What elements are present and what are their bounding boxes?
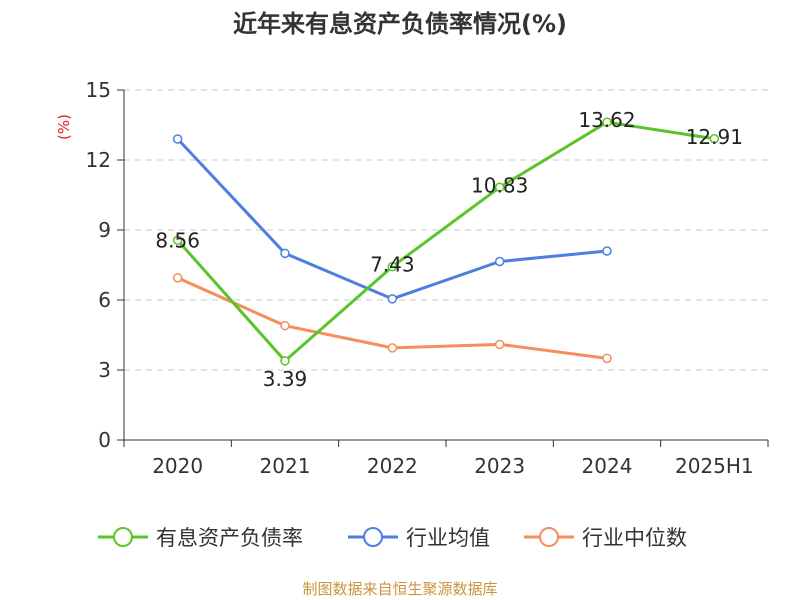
y-tick-label: 0 <box>98 428 111 452</box>
data-point <box>709 134 720 144</box>
data-point <box>602 246 612 256</box>
data-point <box>387 294 398 304</box>
series-line <box>176 120 715 363</box>
legend-marker <box>113 527 133 547</box>
data-label: 7.43 <box>370 253 415 277</box>
data-point <box>602 353 612 364</box>
data-point <box>280 320 290 331</box>
data-point <box>494 256 505 267</box>
y-tick-label: 9 <box>98 218 111 242</box>
y-axis-unit: (%) <box>55 114 73 140</box>
y-tick-label: 15 <box>86 78 111 102</box>
x-tick-label: 2020 <box>152 454 203 478</box>
y-tick-label: 6 <box>98 288 111 312</box>
legend-marker <box>539 527 559 547</box>
legend-label: 行业均值 <box>406 526 490 550</box>
source-note: 制图数据来自恒生聚源数据库 <box>302 580 498 598</box>
data-point <box>172 235 183 246</box>
legend-label: 有息资产负债率 <box>156 526 303 550</box>
x-tick-label: 2024 <box>582 454 633 478</box>
legend-marker <box>363 527 383 547</box>
data-label: 12.91 <box>686 125 743 149</box>
data-label: 10.83 <box>471 173 528 197</box>
data-label: 8.56 <box>155 228 200 252</box>
data-point <box>494 339 505 350</box>
y-tick-label: 12 <box>86 148 111 172</box>
x-tick-label: 2021 <box>260 454 311 478</box>
data-point <box>172 273 183 283</box>
data-label: 3.39 <box>263 367 308 391</box>
x-tick-label: 2022 <box>367 454 418 478</box>
y-tick-label: 3 <box>98 358 111 382</box>
data-point <box>280 356 290 366</box>
data-point <box>387 261 398 272</box>
data-point <box>602 117 612 127</box>
x-tick-label: 2023 <box>474 454 525 478</box>
data-point <box>280 248 290 259</box>
data-label: 13.62 <box>578 108 635 132</box>
data-point <box>172 134 183 144</box>
legend-label: 行业中位数 <box>582 526 687 550</box>
data-point <box>494 182 505 193</box>
x-tick-label: 2025H1 <box>675 454 754 478</box>
data-point <box>387 343 398 353</box>
chart-title: 近年来有息资产负债率情况(%) <box>233 10 567 38</box>
